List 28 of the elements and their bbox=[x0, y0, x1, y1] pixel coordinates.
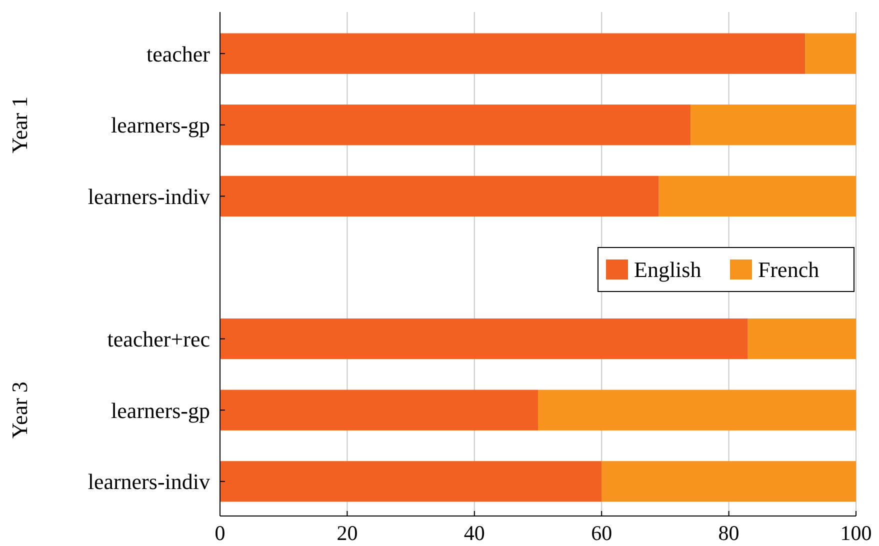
bar bbox=[748, 318, 856, 360]
bar bbox=[220, 176, 659, 217]
x-tick-label: 0 bbox=[214, 521, 226, 545]
bar bbox=[658, 176, 856, 217]
legend-label: English bbox=[634, 257, 702, 282]
y-tick-label: teacher bbox=[146, 41, 211, 66]
y-tick-label: learners-gp bbox=[111, 398, 210, 423]
y-tick-label: learners-indiv bbox=[88, 184, 210, 209]
y-tick-label: learners-gp bbox=[111, 112, 210, 138]
bar bbox=[538, 390, 856, 430]
bar bbox=[220, 390, 538, 430]
x-tick-label: 40 bbox=[464, 521, 485, 545]
x-tick-label: 80 bbox=[718, 521, 740, 545]
bar bbox=[805, 33, 856, 74]
y-tick-label: teacher+rec bbox=[107, 326, 210, 352]
text: Year 1 bbox=[7, 96, 32, 154]
bar bbox=[220, 318, 748, 360]
y-tick-label: learners-indiv bbox=[88, 469, 210, 494]
bar bbox=[602, 461, 856, 502]
x-tick-label: 20 bbox=[336, 521, 358, 545]
text: Year 3 bbox=[7, 382, 32, 439]
bar bbox=[220, 461, 602, 502]
bar bbox=[220, 33, 806, 74]
x-tick-label: 60 bbox=[591, 521, 612, 545]
bar bbox=[220, 104, 691, 146]
bar bbox=[690, 104, 856, 146]
legend-label: French bbox=[758, 257, 820, 282]
x-tick-label: 100 bbox=[840, 521, 872, 545]
